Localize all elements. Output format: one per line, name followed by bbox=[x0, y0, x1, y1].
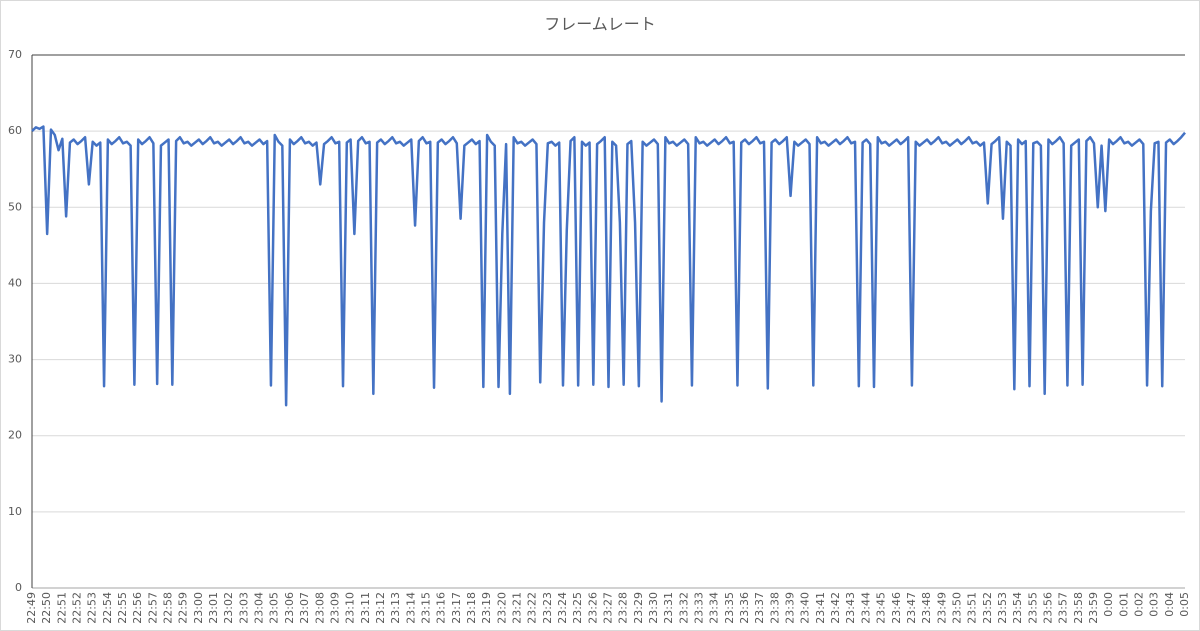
y-tick-label: 70 bbox=[8, 48, 22, 61]
x-tick-label: 23:04 bbox=[253, 592, 266, 624]
x-tick-label: 23:23 bbox=[541, 592, 554, 624]
x-tick-label: 0:03 bbox=[1148, 592, 1161, 617]
x-tick-label: 23:01 bbox=[207, 592, 220, 624]
x-tick-label: 23:34 bbox=[708, 592, 721, 624]
x-tick-label: 23:26 bbox=[586, 592, 599, 624]
y-tick-label: 10 bbox=[8, 505, 22, 518]
x-tick-label: 23:06 bbox=[283, 592, 296, 624]
chart-title: フレームレート bbox=[544, 15, 656, 34]
x-tick-label: 0:04 bbox=[1163, 592, 1176, 617]
x-tick-label: 23:56 bbox=[1041, 592, 1054, 624]
x-tick-label: 23:40 bbox=[799, 592, 812, 624]
x-tick-label: 22:53 bbox=[86, 592, 99, 624]
x-tick-label: 23:57 bbox=[1057, 592, 1070, 624]
x-tick-label: 23:07 bbox=[298, 592, 311, 624]
x-tick-label: 23:27 bbox=[602, 592, 615, 624]
series-line bbox=[31, 125, 1186, 407]
x-tick-label: 23:24 bbox=[556, 592, 569, 624]
y-tick-label: 40 bbox=[8, 276, 22, 289]
x-tick-label: 23:51 bbox=[966, 592, 979, 624]
x-tick-label: 23:29 bbox=[632, 592, 645, 624]
x-tick-label: 23:53 bbox=[996, 592, 1009, 624]
x-tick-label: 23:11 bbox=[359, 592, 372, 624]
x-tick-label: 22:49 bbox=[25, 592, 38, 624]
x-tick-label: 23:10 bbox=[344, 592, 357, 624]
x-tick-label: 0:02 bbox=[1132, 592, 1145, 617]
x-tick-label: 0:00 bbox=[1102, 592, 1115, 617]
x-tick-label: 23:47 bbox=[905, 592, 918, 624]
x-tick-label: 23:03 bbox=[237, 592, 250, 624]
x-tick-label: 23:19 bbox=[480, 592, 493, 624]
x-tick-label: 23:16 bbox=[435, 592, 448, 624]
x-tick-label: 0:05 bbox=[1178, 592, 1191, 617]
x-tick-label: 22:55 bbox=[116, 592, 129, 624]
x-tick-label: 22:57 bbox=[146, 592, 159, 624]
x-tick-label: 23:12 bbox=[374, 592, 387, 624]
x-tick-label: 0:01 bbox=[1117, 592, 1130, 617]
y-tick-label: 50 bbox=[8, 200, 22, 213]
x-tick-label: 23:09 bbox=[328, 592, 341, 624]
x-tick-label: 23:44 bbox=[859, 592, 872, 624]
x-tick-label: 23:41 bbox=[814, 592, 827, 624]
x-tick-label: 23:28 bbox=[617, 592, 630, 624]
x-tick-label: 23:20 bbox=[495, 592, 508, 624]
x-tick-label: 23:15 bbox=[419, 592, 432, 624]
x-tick-label: 23:05 bbox=[268, 592, 281, 624]
x-tick-label: 23:13 bbox=[389, 592, 402, 624]
y-tick-label: 20 bbox=[8, 429, 22, 442]
x-tick-label: 23:25 bbox=[571, 592, 584, 624]
x-tick-label: 23:43 bbox=[844, 592, 857, 624]
x-tick-label: 23:45 bbox=[875, 592, 888, 624]
x-tick-label: 23:18 bbox=[465, 592, 478, 624]
x-tick-label: 22:59 bbox=[177, 592, 190, 624]
x-tick-label: 22:51 bbox=[55, 592, 68, 624]
y-tick-label: 30 bbox=[8, 353, 22, 366]
x-tick-label: 23:59 bbox=[1087, 592, 1100, 624]
y-tick-label: 60 bbox=[8, 124, 22, 137]
x-tick-label: 23:30 bbox=[647, 592, 660, 624]
x-tick-label: 23:39 bbox=[784, 592, 797, 624]
x-tick-label: 22:58 bbox=[162, 592, 175, 624]
x-tick-label: 23:50 bbox=[950, 592, 963, 624]
x-tick-label: 22:56 bbox=[131, 592, 144, 624]
x-tick-label: 23:36 bbox=[738, 592, 751, 624]
x-tick-label: 23:42 bbox=[829, 592, 842, 624]
x-tick-label: 23:35 bbox=[723, 592, 736, 624]
x-tick-label: 23:58 bbox=[1072, 592, 1085, 624]
x-tick-label: 23:49 bbox=[935, 592, 948, 624]
y-tick-label: 0 bbox=[15, 581, 22, 594]
x-tick-label: 23:33 bbox=[693, 592, 706, 624]
x-tick-label: 23:22 bbox=[526, 592, 539, 624]
x-tick-label: 23:32 bbox=[677, 592, 690, 624]
x-tick-label: 23:48 bbox=[920, 592, 933, 624]
x-tick-label: 23:37 bbox=[753, 592, 766, 624]
x-tick-label: 23:52 bbox=[981, 592, 994, 624]
x-tick-label: 23:31 bbox=[662, 592, 675, 624]
x-tick-label: 23:08 bbox=[313, 592, 326, 624]
x-tick-label: 22:54 bbox=[101, 592, 114, 624]
x-tick-label: 23:54 bbox=[1011, 592, 1024, 624]
x-tick-label: 23:14 bbox=[404, 592, 417, 624]
x-tick-label: 23:55 bbox=[1026, 592, 1039, 624]
x-tick-label: 23:00 bbox=[192, 592, 205, 624]
x-tick-label: 23:17 bbox=[450, 592, 463, 624]
x-tick-label: 23:21 bbox=[510, 592, 523, 624]
x-tick-label: 22:50 bbox=[40, 592, 53, 624]
x-tick-label: 23:02 bbox=[222, 592, 235, 624]
x-tick-label: 23:38 bbox=[768, 592, 781, 624]
x-tick-label: 23:46 bbox=[890, 592, 903, 624]
x-tick-label: 22:52 bbox=[71, 592, 84, 624]
